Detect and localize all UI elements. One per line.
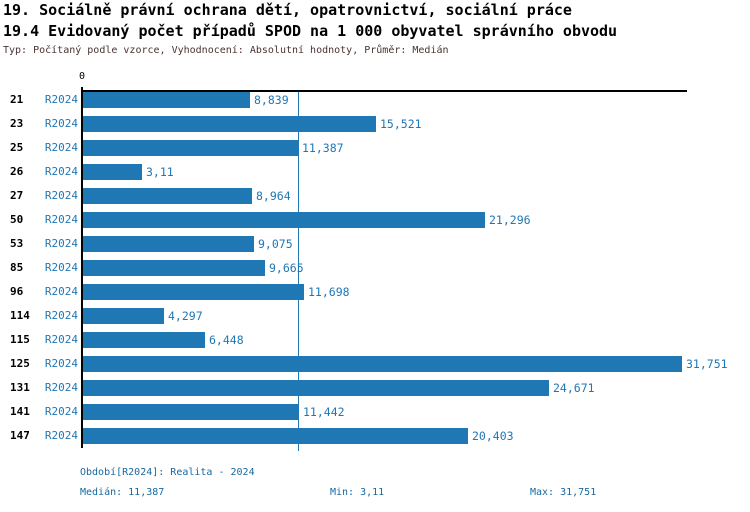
district-code-label: 115 — [10, 333, 30, 346]
series-label: R2024 — [44, 405, 78, 418]
median-stat-label: Medián: 11,387 — [80, 487, 165, 498]
bar-value-label: 3,11 — [146, 165, 174, 179]
max-stat-label: Max: 31,751 — [530, 487, 597, 498]
period-label: Období[R2024]: Realita - 2024 — [80, 467, 255, 478]
district-code-label: 131 — [10, 381, 30, 394]
x-axis-zero-tick-label: 0 — [78, 71, 86, 82]
bar-value-label: 6,448 — [209, 333, 244, 347]
series-label: R2024 — [44, 381, 78, 394]
bar-value-label: 31,751 — [686, 357, 728, 371]
bar-value-label: 9,075 — [258, 237, 293, 251]
bar-value-label: 21,296 — [489, 213, 531, 227]
bar — [83, 284, 304, 300]
series-label: R2024 — [44, 357, 78, 370]
series-label: R2024 — [44, 261, 78, 274]
bar-value-label: 20,403 — [472, 429, 514, 443]
bar-value-label: 9,665 — [269, 261, 304, 275]
district-code-label: 26 — [10, 165, 24, 178]
bar-value-label: 8,964 — [256, 189, 291, 203]
district-code-label: 23 — [10, 117, 24, 130]
district-code-label: 50 — [10, 213, 24, 226]
bar — [83, 404, 299, 420]
bar — [83, 428, 468, 444]
median-line — [298, 92, 299, 451]
series-label: R2024 — [44, 93, 78, 106]
series-label: R2024 — [44, 285, 78, 298]
district-code-label: 114 — [10, 309, 30, 322]
bar — [83, 308, 164, 324]
series-label: R2024 — [44, 189, 78, 202]
bar — [83, 116, 376, 132]
bar — [83, 260, 265, 276]
series-label: R2024 — [44, 309, 78, 322]
bar — [83, 332, 205, 348]
bar-value-label: 8,839 — [254, 93, 289, 107]
series-label: R2024 — [44, 117, 78, 130]
district-code-label: 147 — [10, 429, 30, 442]
bar — [83, 380, 549, 396]
series-label: R2024 — [44, 237, 78, 250]
series-label: R2024 — [44, 213, 78, 226]
district-code-label: 141 — [10, 405, 30, 418]
district-code-label: 125 — [10, 357, 30, 370]
series-label: R2024 — [44, 165, 78, 178]
bar-value-label: 11,442 — [303, 405, 345, 419]
district-code-label: 96 — [10, 285, 24, 298]
bar — [83, 212, 485, 228]
district-code-label: 21 — [10, 93, 24, 106]
bar — [83, 188, 252, 204]
district-code-label: 25 — [10, 141, 24, 154]
bar-value-label: 11,698 — [308, 285, 350, 299]
min-stat-label: Min: 3,11 — [330, 487, 385, 498]
bar — [83, 164, 142, 180]
district-code-label: 27 — [10, 189, 24, 202]
y-axis-line — [81, 87, 83, 448]
bar — [83, 140, 298, 156]
district-code-label: 85 — [10, 261, 24, 274]
district-code-label: 53 — [10, 237, 24, 250]
series-label: R2024 — [44, 333, 78, 346]
indicator-title: 19.4 Evidovaný počet případů SPOD na 1 0… — [3, 22, 618, 40]
indicator-meta: Typ: Počítaný podle vzorce, Vyhodnocení:… — [3, 45, 449, 56]
bar — [83, 92, 250, 108]
bar-value-label: 11,387 — [302, 141, 344, 155]
bar-value-label: 24,671 — [553, 381, 595, 395]
series-label: R2024 — [44, 429, 78, 442]
bar-value-label: 15,521 — [380, 117, 422, 131]
bar — [83, 356, 682, 372]
bar — [83, 236, 254, 252]
section-title: 19. Sociálně právní ochrana dětí, opatro… — [3, 1, 572, 19]
x-axis-line — [81, 90, 687, 92]
series-label: R2024 — [44, 141, 78, 154]
bar-value-label: 4,297 — [168, 309, 203, 323]
